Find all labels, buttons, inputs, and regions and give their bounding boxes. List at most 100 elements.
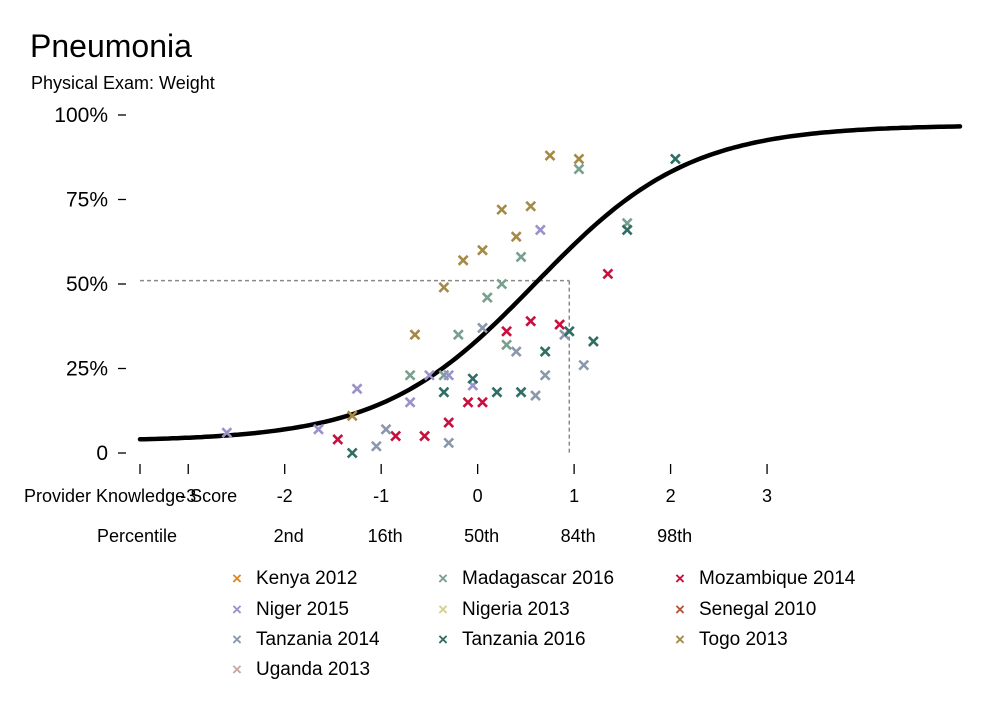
data-point	[515, 251, 527, 263]
data-point	[346, 447, 358, 459]
data-point	[457, 254, 469, 266]
legend-marker: ×	[438, 630, 448, 649]
x-tick-label: -1	[373, 486, 389, 506]
data-point	[573, 163, 585, 175]
legend-item: × Niger 2015	[228, 599, 349, 621]
legend-label: Mozambique 2014	[699, 568, 856, 589]
data-point	[477, 396, 488, 408]
legend-marker: ×	[675, 569, 685, 588]
legend-label: Uganda 2013	[256, 659, 371, 680]
legend-item: × Tanzania 2016	[434, 629, 586, 651]
data-point	[534, 224, 546, 236]
percentile-tick-label: 98th	[657, 526, 692, 546]
data-point	[669, 153, 681, 165]
legend-label: Togo 2013	[699, 629, 788, 650]
y-tick-label: 0	[96, 442, 108, 465]
x-tick-label: 0	[473, 486, 483, 506]
data-point	[578, 359, 590, 371]
data-point	[404, 369, 416, 381]
legend-label: Niger 2015	[256, 599, 349, 620]
data-point	[510, 346, 522, 358]
data-point	[525, 315, 537, 327]
data-point	[467, 373, 479, 385]
data-point	[438, 386, 450, 398]
data-point	[313, 423, 324, 435]
data-point	[443, 417, 455, 428]
data-point	[351, 383, 363, 395]
data-point	[221, 427, 233, 439]
x-tick-label: -3	[180, 486, 196, 506]
percentile-tick-label: 50th	[464, 526, 499, 546]
data-point	[346, 410, 358, 422]
legend-label: Senegal 2010	[699, 599, 817, 620]
data-point	[587, 336, 599, 347]
chart-subtitle: Physical Exam: Weight	[31, 73, 215, 93]
data-point	[530, 390, 541, 401]
legend-marker: ×	[232, 660, 242, 679]
legend-marker: ×	[438, 600, 448, 619]
data-point	[621, 224, 633, 236]
x-tick-label: 2	[666, 486, 676, 506]
fitted-curve	[137, 124, 963, 442]
data-point	[438, 281, 450, 293]
percentile-label: Percentile	[97, 526, 177, 546]
chart-title: Pneumonia	[30, 28, 192, 64]
x-tick-label: -2	[277, 486, 293, 506]
data-point	[370, 440, 382, 452]
data-point	[496, 204, 508, 216]
legend-label: Tanzania 2014	[256, 629, 380, 650]
data-point	[443, 437, 455, 449]
legend-item: × Uganda 2013	[228, 659, 370, 681]
x-tick-label: 1	[569, 486, 579, 506]
y-tick-label: 50%	[66, 273, 108, 296]
legend-item: × Tanzania 2014	[228, 629, 380, 651]
data-point	[443, 369, 455, 381]
data-point	[332, 434, 344, 445]
legend-marker: ×	[438, 569, 448, 588]
legend-marker: ×	[232, 630, 242, 649]
data-point	[404, 396, 416, 408]
data-point	[510, 231, 522, 243]
data-point	[409, 329, 421, 341]
data-point	[563, 325, 575, 337]
legend-label: Tanzania 2016	[462, 629, 586, 650]
legend-label: Kenya 2012	[256, 568, 358, 589]
legend-label: Madagascar 2016	[462, 568, 615, 589]
data-point	[477, 322, 488, 334]
data-point	[390, 430, 402, 442]
y-tick-label: 25%	[66, 358, 108, 381]
percentile-tick-label: 16th	[368, 526, 403, 546]
legend-item: × Senegal 2010	[671, 599, 816, 621]
legend-marker: ×	[232, 569, 242, 588]
data-point	[515, 386, 527, 398]
data-point	[501, 339, 513, 351]
y-tick-label: 75%	[66, 189, 108, 212]
data-point	[501, 325, 513, 337]
data-point	[554, 319, 566, 330]
legend-item: × Madagascar 2016	[434, 568, 614, 590]
data-point	[419, 430, 431, 442]
data-point	[525, 200, 537, 212]
legend-label: Nigeria 2013	[462, 599, 570, 620]
data-point	[544, 150, 556, 161]
data-point	[539, 346, 551, 358]
x-axis-label: Provider Knowledge Score	[24, 486, 237, 506]
data-point	[481, 292, 493, 303]
y-tick-label: 100%	[54, 104, 108, 127]
legend-marker: ×	[675, 630, 685, 649]
data-point	[496, 278, 508, 290]
legend-item: × Mozambique 2014	[671, 568, 855, 590]
data-point	[477, 244, 488, 256]
data-point	[539, 369, 551, 381]
data-point	[423, 369, 435, 381]
percentile-tick-label: 84th	[561, 526, 596, 546]
legend-marker: ×	[675, 600, 685, 619]
x-tick-label: 3	[762, 486, 772, 506]
data-point	[491, 386, 503, 398]
data-point	[462, 396, 474, 408]
percentile-tick-label: 2nd	[274, 526, 304, 546]
data-point	[452, 329, 464, 341]
data-point	[573, 153, 585, 165]
data-point	[380, 423, 392, 435]
